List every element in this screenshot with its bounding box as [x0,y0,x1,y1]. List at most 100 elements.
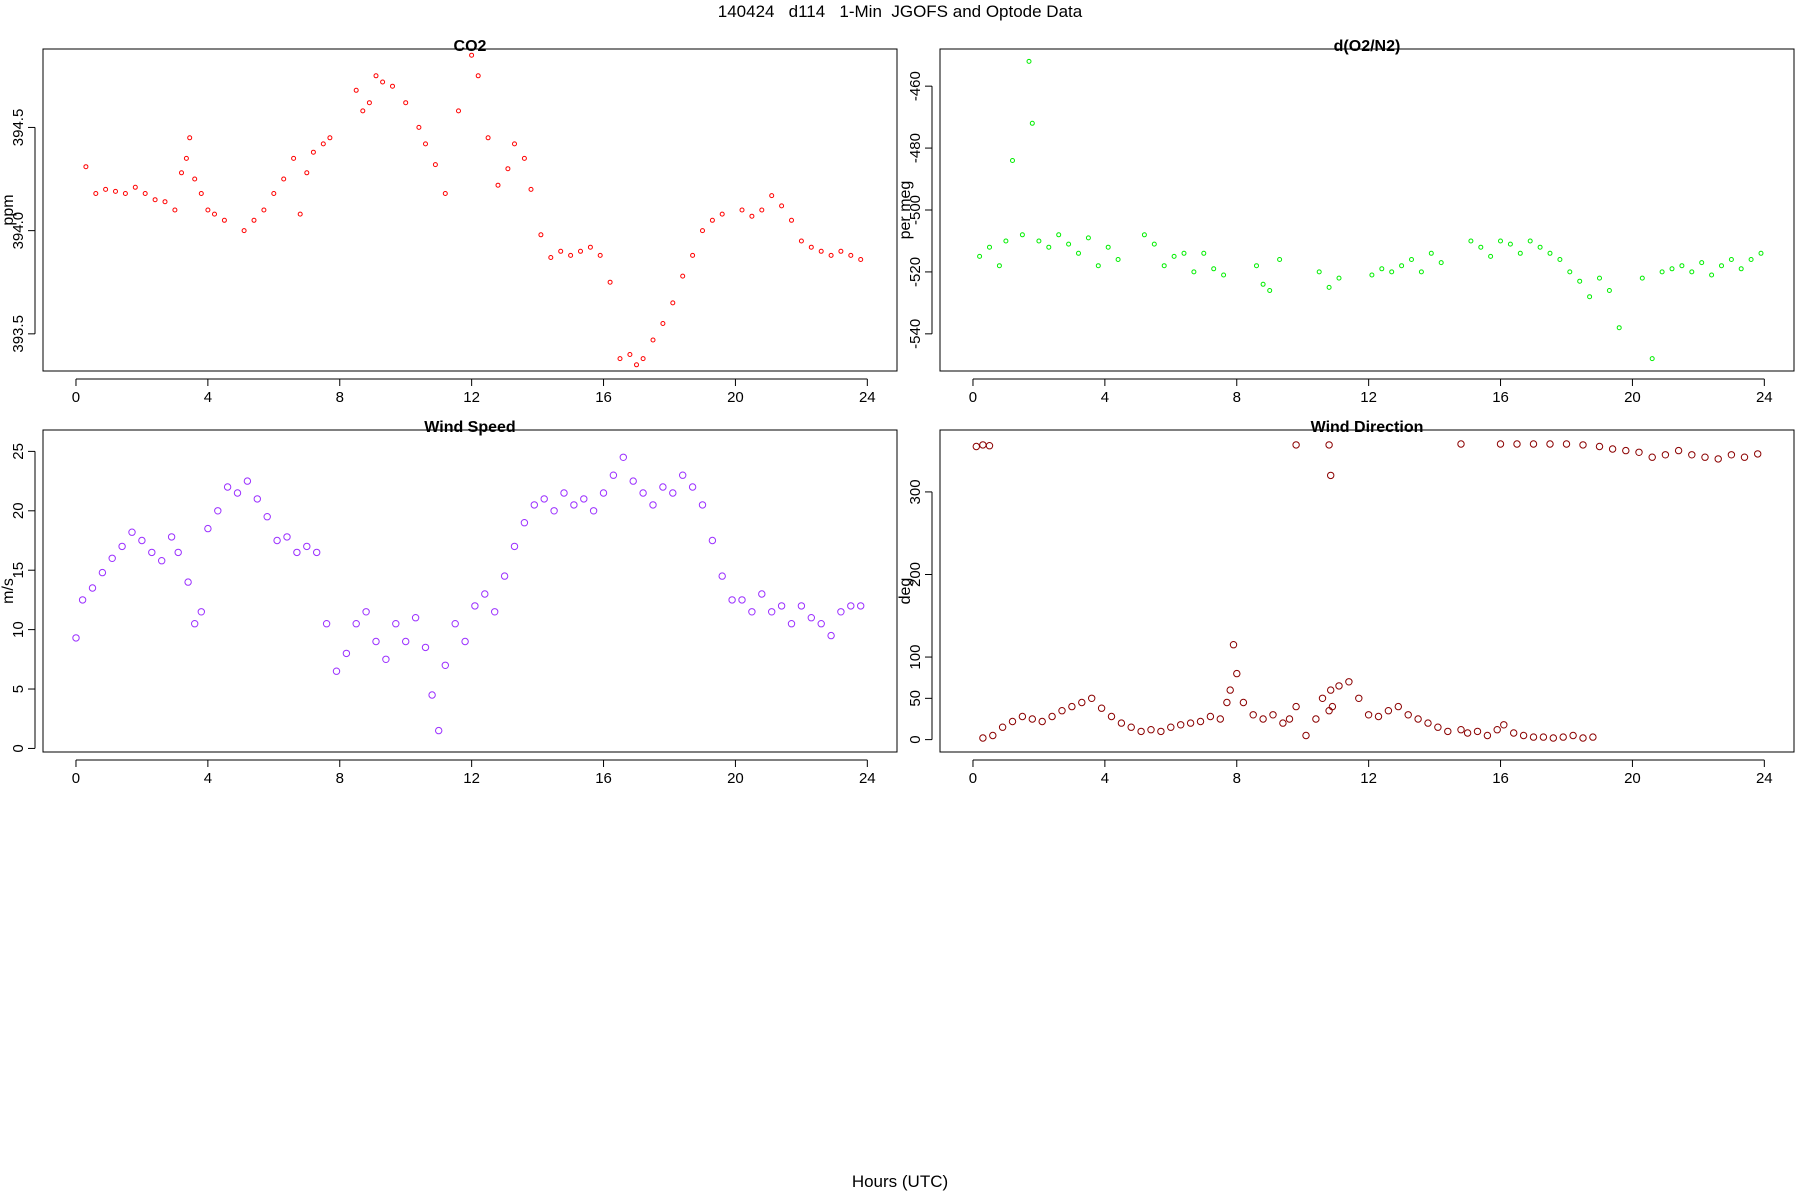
data-point [327,135,333,141]
data-point [304,170,310,176]
data-point [1157,727,1165,736]
x-tick-label: 24 [1756,770,1773,787]
data-point [597,252,603,258]
data-point [362,608,370,616]
data-point [996,263,1002,269]
data-point [310,149,316,155]
data-point [411,614,420,622]
data-point [660,321,666,326]
data-point [1507,241,1513,247]
data-point [174,548,182,557]
data-point [481,590,489,598]
plot-frame [939,48,1795,372]
data-point [1579,734,1587,742]
data-point [1211,266,1217,272]
data-point [1028,715,1037,723]
data-point [528,186,534,192]
data-point [758,590,766,598]
data-point [1498,238,1503,244]
data-point [88,584,97,592]
data-point [1216,715,1225,723]
data-point [1579,441,1587,449]
data-point [838,248,844,254]
data-point [808,244,814,250]
data-point [1058,707,1066,715]
data-point [451,620,459,628]
data-point [587,244,593,250]
data-point [1167,723,1175,731]
data-point [768,608,776,616]
data-point [297,211,303,217]
data-points [972,440,1762,742]
data-point [817,620,825,628]
data-point [520,519,529,527]
data-point [1279,719,1287,727]
data-point [1597,275,1602,281]
x-tick-label: 16 [595,770,612,787]
x-tick-label: 4 [1101,389,1109,406]
data-point [1728,257,1734,262]
data-point [708,536,717,545]
data-point [118,542,126,551]
data-point [1527,238,1533,244]
data-point [500,572,509,580]
x-tick-label: 0 [969,770,977,787]
data-point [1493,726,1501,734]
data-point [560,489,568,497]
data-point [1036,238,1042,244]
data-point [1389,269,1395,275]
data-point [1151,241,1157,247]
data-point [1529,733,1538,741]
data-point [1292,702,1300,711]
data-point [1325,707,1333,715]
data-point [1539,733,1548,741]
data-point [421,643,430,652]
data-point [1147,726,1155,734]
data-point [680,273,686,279]
data-point [1709,272,1715,278]
y-tick-label: 15 [10,562,27,579]
data-point [191,620,199,628]
data-point [1239,698,1248,707]
data-point [617,356,623,362]
data-point [1569,731,1577,740]
data-point [1616,325,1622,331]
data-point [979,441,987,449]
x-tick-label: 4 [204,770,212,787]
data-point [152,197,158,203]
y-axis-label: per meg [897,181,914,240]
data-point [1457,726,1465,734]
data-point [1463,729,1472,737]
data-point [998,723,1007,731]
data-point [1519,731,1528,740]
data-point [271,191,277,196]
data-point [291,155,297,161]
data-point [739,207,745,213]
data-point [187,135,193,141]
data-point [847,602,855,610]
data-point [1510,729,1518,737]
y-tick-label: 200 [907,562,924,587]
data-point [1277,257,1283,262]
data-point [627,352,633,357]
data-point [1758,250,1764,256]
data-point [807,614,815,622]
data-point [251,217,257,223]
data-point [1105,244,1111,250]
data-point [1699,260,1705,266]
data-point [1562,440,1571,448]
data-points [977,58,1764,362]
data-point [1468,238,1474,244]
data-point [1161,263,1167,269]
x-tick-label: 4 [204,389,212,406]
data-point [1345,678,1353,686]
data-point [162,199,168,205]
x-axis: 0 4 8 12 16 20 24 [72,378,876,406]
data-point [1221,272,1227,278]
x-tick-label: 16 [595,389,612,406]
data-point [1066,241,1072,247]
data-point [495,182,501,188]
data-point [1661,451,1670,459]
data-point [223,483,232,491]
data-point [1727,451,1736,459]
